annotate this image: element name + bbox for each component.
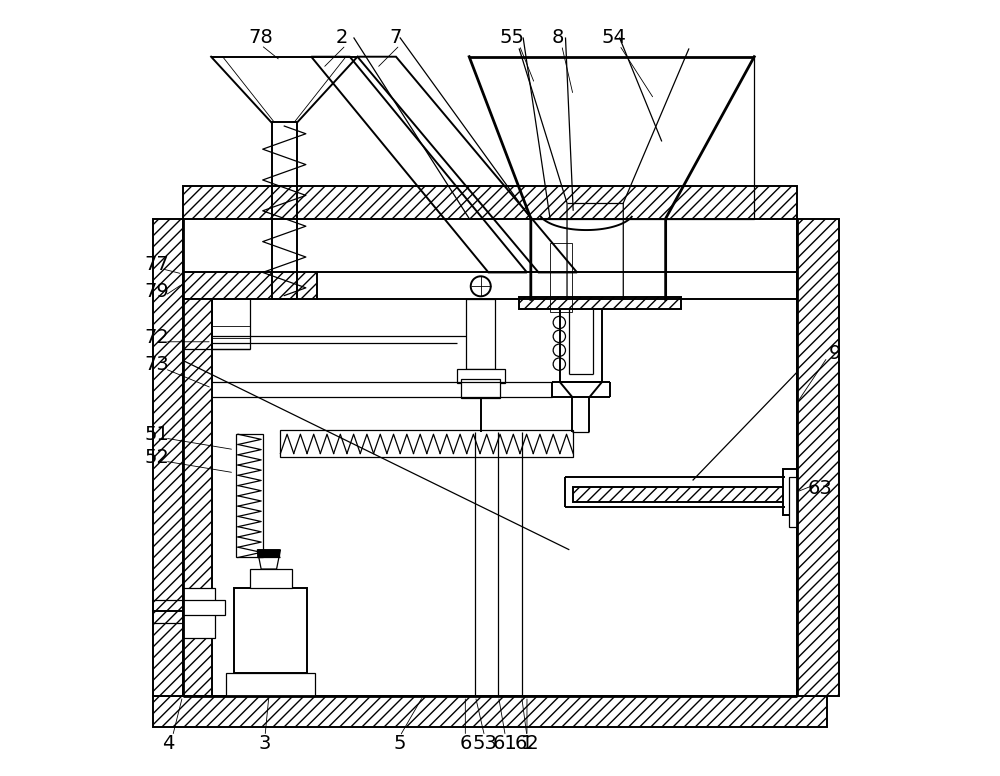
Bar: [226, 673, 315, 696]
Text: 6: 6: [459, 734, 472, 753]
Bar: [461, 379, 500, 398]
Text: 55: 55: [499, 28, 524, 47]
Text: 53: 53: [472, 734, 497, 753]
Text: 5: 5: [394, 734, 406, 753]
Bar: [466, 300, 495, 369]
Bar: [550, 243, 572, 313]
Text: 4: 4: [163, 734, 175, 753]
Bar: [519, 297, 681, 309]
Bar: [183, 588, 215, 639]
Bar: [234, 588, 307, 673]
Text: 8: 8: [552, 28, 564, 47]
Text: 79: 79: [145, 282, 170, 301]
Text: 52: 52: [145, 448, 170, 467]
Bar: [250, 569, 292, 588]
Text: 63: 63: [807, 479, 832, 497]
Bar: [789, 476, 797, 527]
Text: 61: 61: [493, 734, 518, 753]
Text: 62: 62: [515, 734, 539, 753]
Bar: [573, 487, 785, 502]
Text: 73: 73: [145, 355, 170, 374]
Bar: [153, 219, 183, 696]
Text: 54: 54: [602, 28, 626, 47]
Text: 77: 77: [145, 255, 170, 274]
Bar: [183, 186, 797, 219]
Text: 2: 2: [336, 28, 348, 47]
Bar: [457, 369, 505, 383]
Text: 3: 3: [259, 734, 271, 753]
Text: 7: 7: [390, 28, 402, 47]
Bar: [183, 600, 225, 615]
Text: 9: 9: [829, 344, 841, 363]
Bar: [236, 435, 263, 557]
Bar: [783, 469, 797, 515]
Text: 78: 78: [249, 28, 274, 47]
Text: 72: 72: [145, 328, 170, 348]
Bar: [153, 696, 827, 727]
Bar: [183, 300, 212, 696]
Text: 51: 51: [145, 424, 170, 444]
Bar: [183, 272, 317, 300]
Bar: [797, 219, 839, 696]
Bar: [280, 431, 573, 457]
Text: 1: 1: [521, 734, 533, 753]
